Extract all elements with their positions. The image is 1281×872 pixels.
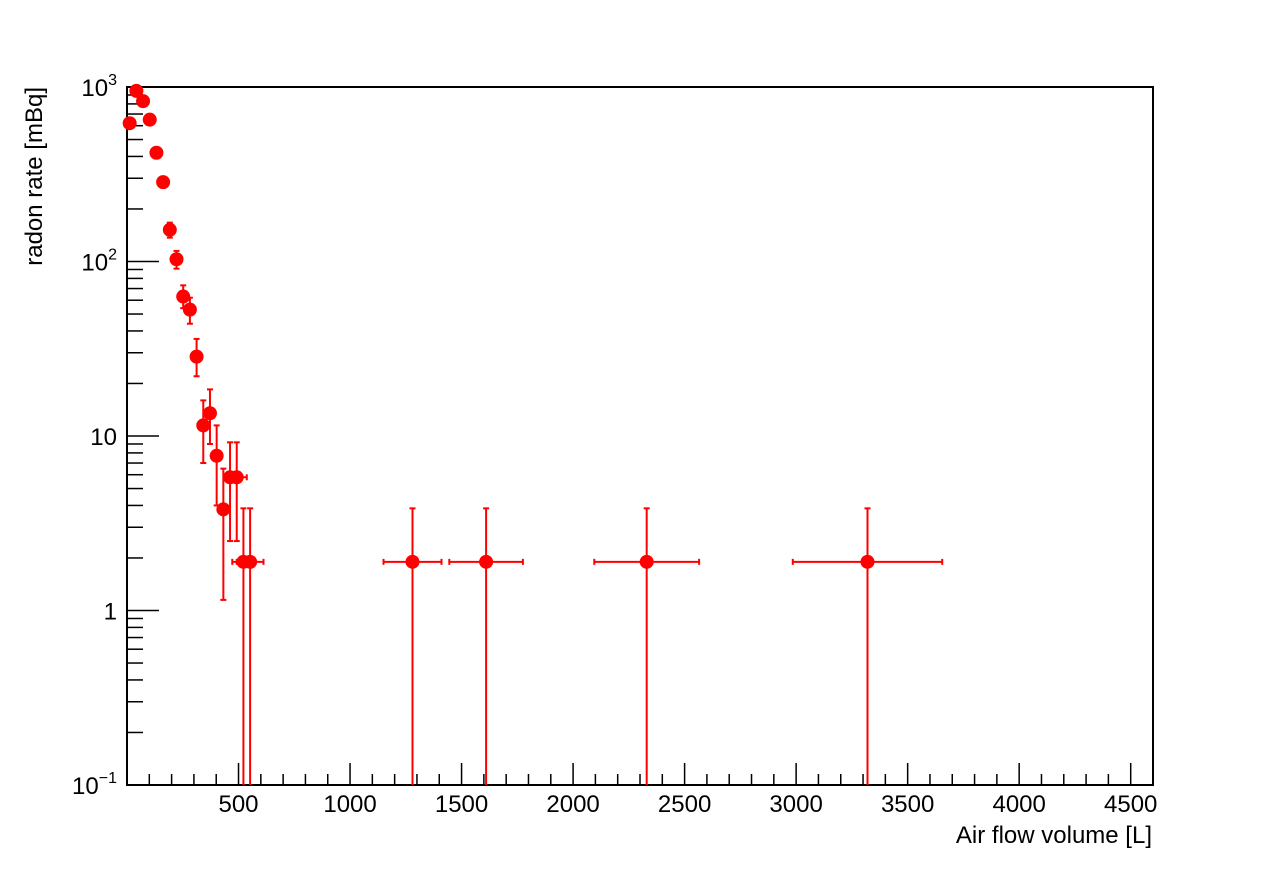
data-marker: [639, 554, 654, 569]
x-tick-label: 4500: [1104, 791, 1157, 818]
data-marker: [156, 175, 171, 190]
data-point: [382, 507, 443, 785]
data-point: [142, 112, 157, 127]
data-marker: [196, 418, 211, 433]
data-point: [176, 284, 191, 310]
x-tick-label: 4000: [992, 791, 1045, 818]
data-point: [122, 116, 137, 131]
data-marker: [136, 94, 151, 109]
y-tick-label: 10: [90, 424, 117, 451]
data-marker: [149, 145, 164, 160]
data-marker: [405, 554, 420, 569]
data-marker: [479, 554, 494, 569]
data-marker: [142, 112, 157, 127]
x-axis-title: Air flow volume [L]: [956, 822, 1152, 849]
x-axis-tick-labels: 500 1000 1500 2000 2500 3000 3500 4000 4500: [218, 791, 1157, 818]
y-axis-title: radon rate [mBq]: [21, 87, 48, 266]
data-marker: [122, 116, 137, 131]
y-tick-label: 10−1: [72, 770, 117, 800]
y-axis-ticks: [127, 86, 159, 786]
x-tick-label: 1000: [323, 791, 376, 818]
data-marker: [209, 448, 224, 463]
x-tick-label: 1500: [435, 791, 488, 818]
plot-frame: [126, 86, 1154, 786]
x-axis-ticks: [148, 763, 1132, 785]
x-tick-label: 500: [218, 791, 258, 818]
data-point: [129, 83, 144, 98]
y-tick-label: 102: [81, 247, 117, 277]
data-point: [196, 399, 211, 465]
data-point: [169, 249, 184, 270]
data-marker: [243, 554, 258, 569]
data-marker: [129, 83, 144, 98]
data-marker: [229, 470, 244, 485]
x-tick-label: 2500: [658, 791, 711, 818]
data-point: [231, 507, 256, 785]
data-point: [448, 507, 524, 785]
data-marker: [182, 302, 197, 317]
data-point: [162, 221, 177, 239]
data-point: [225, 441, 248, 543]
data-point: [136, 94, 151, 109]
data-marker: [176, 289, 191, 304]
data-marker: [189, 349, 204, 364]
data-point: [202, 388, 217, 445]
data-points: [122, 83, 944, 785]
data-point: [209, 424, 224, 507]
data-point: [189, 337, 204, 378]
data-point: [593, 507, 701, 785]
x-tick-label: 2000: [546, 791, 599, 818]
data-point: [235, 507, 265, 785]
y-tick-label: 103: [81, 72, 117, 102]
y-axis-tick-labels: 10−1 1 10 102 103: [72, 72, 117, 800]
data-marker: [202, 406, 217, 421]
data-point: [216, 467, 231, 601]
data-marker: [216, 502, 231, 517]
data-point: [149, 145, 164, 160]
y-tick-label: 1: [104, 599, 117, 626]
data-point: [791, 507, 944, 785]
data-marker: [860, 554, 875, 569]
data-point: [223, 441, 238, 543]
data-marker: [162, 222, 177, 237]
data-point: [182, 296, 197, 325]
data-point: [156, 175, 171, 190]
data-marker: [169, 252, 184, 267]
x-tick-label: 3500: [881, 791, 934, 818]
x-tick-label: 3000: [769, 791, 822, 818]
